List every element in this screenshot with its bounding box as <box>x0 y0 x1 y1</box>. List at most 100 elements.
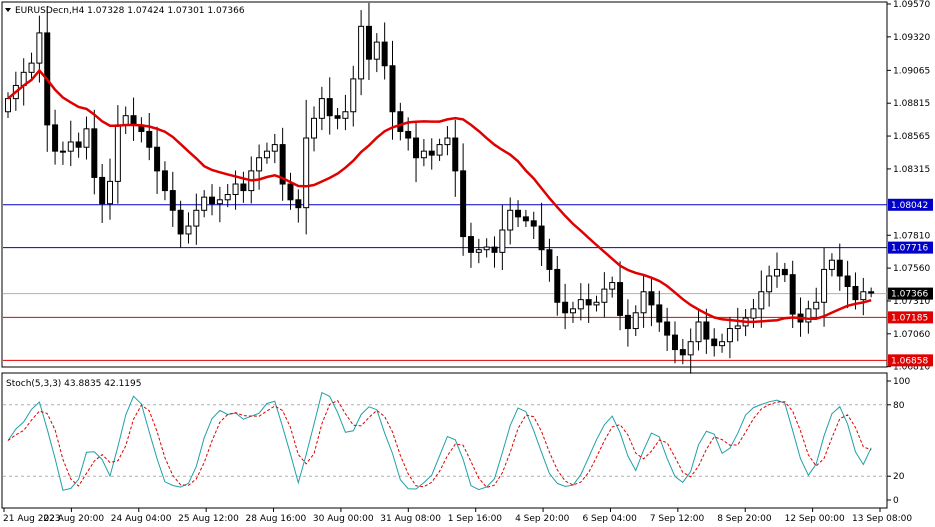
candle-body <box>52 124 59 152</box>
time-tick-label: 4 Sep 20:00 <box>515 514 570 524</box>
candle-body <box>154 146 161 172</box>
stoch-header: Stoch(5,3,3) 43.8835 42.1195 <box>6 379 141 389</box>
time-tick-label: 6 Sep 04:00 <box>582 514 637 524</box>
stoch-main-line <box>7 391 872 491</box>
price-tick-label: 1.09320 <box>893 33 930 43</box>
time-tick-label: 7 Sep 12:00 <box>650 514 705 524</box>
price-tick-label: 1.07810 <box>893 231 930 241</box>
symbol-header: EURUSDecn,H4 1.07328 1.07424 1.07301 1.0… <box>15 6 245 16</box>
price-tick-label: 1.07310 <box>893 297 930 307</box>
candle-body <box>789 274 796 315</box>
candle-body <box>232 183 239 196</box>
candle-body <box>860 291 867 301</box>
candle-body <box>836 259 843 277</box>
candle-body <box>444 137 451 146</box>
candle-body <box>577 299 584 310</box>
level-label-text: 1.07185 <box>891 313 928 323</box>
time-tick-label: 21 Aug 2023 <box>3 514 61 524</box>
level-label-text: 1.08042 <box>891 201 928 211</box>
candle-body <box>750 308 757 319</box>
candle-body <box>585 299 592 306</box>
candle-body <box>130 115 137 126</box>
candle-body <box>813 301 820 310</box>
price-tick-label: 1.08815 <box>893 99 930 109</box>
candle-body <box>99 176 106 205</box>
candle-body <box>28 62 35 73</box>
level-label-text: 1.06858 <box>891 356 928 366</box>
candle-body <box>287 183 294 201</box>
current-price-text: 1.07366 <box>891 290 928 300</box>
candle-body <box>326 98 333 117</box>
price-tick-label: 1.08315 <box>893 165 930 175</box>
candle-body <box>193 209 200 227</box>
candle-body <box>695 321 702 343</box>
candle-body <box>483 246 490 251</box>
candle-body <box>530 220 537 227</box>
time-tick-label: 12 Sep 00:00 <box>785 514 845 524</box>
level-label-box <box>888 241 933 254</box>
candle-body <box>617 282 624 316</box>
price-tick-label: 1.08565 <box>893 132 930 142</box>
candle-body <box>36 32 43 64</box>
candle-body <box>632 312 639 330</box>
candle-body <box>719 341 726 347</box>
candle-body <box>507 209 514 231</box>
level-label-box <box>888 311 933 324</box>
price-pane-frame <box>1 1 888 368</box>
stoch-tick-label: 20 <box>893 472 905 482</box>
candle-body <box>209 196 216 205</box>
candle-body <box>405 130 412 139</box>
candle-body <box>781 268 788 276</box>
candle-body <box>428 150 435 156</box>
candle-body <box>334 115 341 119</box>
time-tick-label: 25 Aug 12:00 <box>178 514 239 524</box>
symbol-dropdown-icon[interactable] <box>5 8 11 12</box>
candle-body <box>460 170 467 238</box>
candle-body <box>601 288 608 303</box>
time-tick-label: 22 Aug 20:00 <box>43 514 104 524</box>
candle-body <box>868 291 875 294</box>
candle-body <box>413 137 420 159</box>
candle-body <box>593 301 600 306</box>
candle-body <box>381 41 388 67</box>
candle-body <box>146 130 153 148</box>
candle-body <box>491 246 498 253</box>
level-labels: 1.08042 1.07716 1.07185 1.06858 1.07366 <box>888 198 933 367</box>
candle-body <box>436 144 443 156</box>
candle-body <box>59 150 66 153</box>
level-label-text: 1.07716 <box>891 244 928 254</box>
stoch-axis: 100 80 20 0 <box>887 377 910 506</box>
candle-body <box>852 286 859 301</box>
candle-body <box>648 291 655 306</box>
price-tick-label: 1.07060 <box>893 330 930 340</box>
candle-body <box>358 25 365 80</box>
candle-body <box>664 321 671 336</box>
candle-body <box>263 150 270 159</box>
moving-average-line <box>7 68 872 324</box>
candle-body <box>726 328 733 343</box>
candle-body <box>389 65 396 113</box>
candle-body <box>656 304 663 323</box>
candle-body <box>5 98 11 113</box>
time-tick-label: 31 Aug 08:00 <box>380 514 441 524</box>
candle-body <box>169 190 176 211</box>
time-tick-label: 28 Aug 16:00 <box>246 514 307 524</box>
candle-body <box>365 25 372 60</box>
candle-body <box>711 338 718 347</box>
candle-body <box>758 291 765 310</box>
candle-body <box>562 301 569 314</box>
candle-body <box>624 314 631 330</box>
candle-body <box>734 325 741 330</box>
price-levels <box>3 204 887 361</box>
candle-body <box>240 183 247 192</box>
candle-body <box>687 341 694 356</box>
candle-body <box>538 225 545 251</box>
candle-body <box>766 275 773 293</box>
candle-body <box>224 194 231 201</box>
candle-body <box>679 349 686 356</box>
candle-body <box>256 157 263 172</box>
candle-body <box>75 141 82 148</box>
price-tick-label: 1.09570 <box>893 0 930 10</box>
